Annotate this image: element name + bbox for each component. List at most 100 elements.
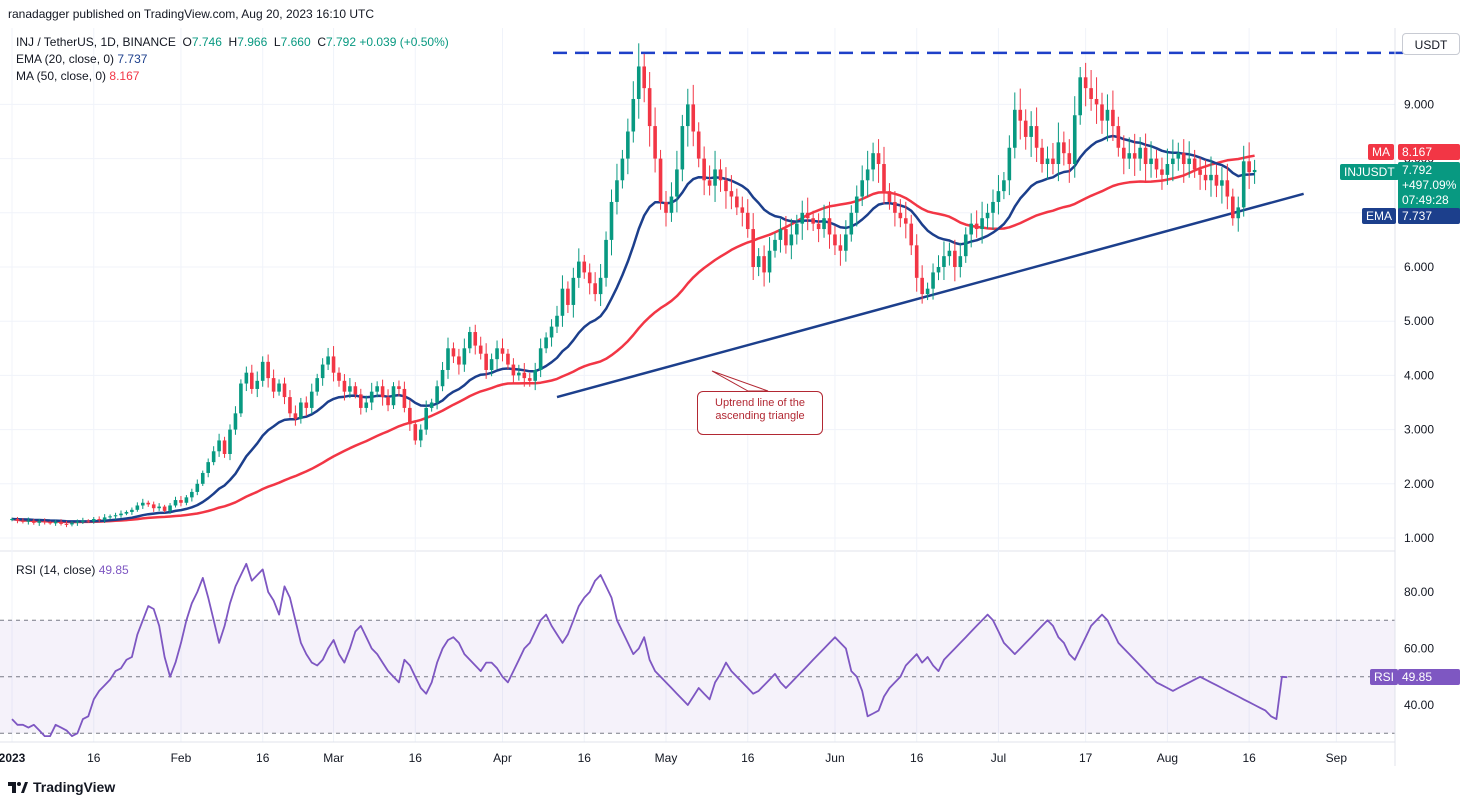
candle-down[interactable] [359,388,363,415]
candle-up[interactable] [200,470,205,486]
candle-up[interactable] [773,232,777,258]
candle-up[interactable] [277,379,281,396]
candle-up[interactable] [533,362,537,391]
candle-down[interactable] [974,210,979,238]
candle-up[interactable] [141,498,145,509]
candle-up[interactable] [985,203,990,229]
candle-down[interactable] [1062,131,1066,166]
candle-down[interactable] [48,520,52,525]
candle-up[interactable] [424,400,428,435]
candle-up[interactable] [1007,135,1012,196]
candle-up[interactable] [130,507,134,515]
candle-down[interactable] [914,234,919,292]
candle-down[interactable] [288,390,292,418]
candle-down[interactable] [593,272,597,302]
candle-up[interactable] [1165,148,1170,185]
uptrend-line[interactable] [556,192,1304,399]
candle-up[interactable] [778,218,783,253]
candle-down[interactable] [478,336,483,360]
candle-down[interactable] [451,342,456,364]
candle-down[interactable] [784,215,788,254]
candle-up[interactable] [1176,142,1181,171]
candle-down[interactable] [882,146,886,204]
candle-down[interactable] [342,374,347,401]
currency-button[interactable]: USDT [1402,33,1460,55]
candle-down[interactable] [1181,139,1186,183]
candle-up[interactable] [849,205,854,242]
candle-up[interactable] [844,220,848,262]
candle-up[interactable] [1056,122,1061,182]
candle-up[interactable] [108,514,112,520]
candle-down[interactable] [827,201,832,249]
candle-up[interactable] [615,163,619,215]
candle-up[interactable] [598,264,603,307]
candle-up[interactable] [991,189,995,230]
candle-down[interactable] [735,188,739,216]
candle-down[interactable] [32,518,36,525]
candle-up[interactable] [996,175,1001,215]
candle-up[interactable] [620,149,625,189]
candle-up[interactable] [1252,159,1257,184]
candle-down[interactable] [647,72,652,147]
candle-down[interactable] [484,343,488,379]
candle-up[interactable] [947,242,952,266]
candle-up[interactable] [53,519,58,526]
candle-up[interactable] [549,319,554,347]
candle-down[interactable] [953,239,957,282]
candle-down[interactable] [745,199,750,238]
candle-down[interactable] [179,496,183,507]
candle-up[interactable] [1072,96,1077,178]
candle-up[interactable] [440,361,445,392]
candle-up[interactable] [364,395,369,413]
candle-down[interactable] [664,191,668,227]
ema20-line[interactable] [11,134,1255,523]
candle-up[interactable] [81,517,85,524]
candle-down[interactable] [751,213,755,281]
candle-up[interactable] [260,356,265,387]
candle-up[interactable] [37,518,42,526]
candle-down[interactable] [15,516,20,524]
candle-down[interactable] [408,399,412,431]
candle-up[interactable] [255,371,260,398]
candle-up[interactable] [391,382,396,409]
candle-up[interactable] [517,364,521,381]
candle-down[interactable] [1247,142,1251,189]
candle-down[interactable] [506,348,510,370]
candle-down[interactable] [250,364,254,394]
candle-down[interactable] [522,363,527,387]
candle-up[interactable] [435,380,439,410]
candle-up[interactable] [446,337,450,379]
candle-up[interactable] [767,237,772,283]
candle-up[interactable] [113,512,118,520]
candle-down[interactable] [816,213,821,243]
candle-down[interactable] [1203,159,1208,191]
candle-down[interactable] [1160,157,1164,190]
candle-up[interactable] [135,502,140,512]
candle-down[interactable] [729,175,734,210]
candle-down[interactable] [724,167,728,209]
candle-up[interactable] [75,519,80,526]
candle-down[interactable] [582,254,587,279]
candle-down[interactable] [457,348,461,375]
candle-down[interactable] [702,146,706,196]
candle-up[interactable] [1171,139,1175,182]
candle-down[interactable] [293,405,298,426]
candle-down[interactable] [1132,133,1137,176]
candle-up[interactable] [795,214,799,245]
candle-up[interactable] [1187,141,1191,178]
candle-up[interactable] [871,142,875,182]
candle-down[interactable] [282,377,287,405]
candle-up[interactable] [1013,92,1017,159]
candle-up[interactable] [124,510,129,516]
candle-up[interactable] [680,114,685,182]
candle-down[interactable] [146,500,151,507]
candle-up[interactable] [1127,137,1132,170]
candle-up[interactable] [626,118,630,175]
candle-up[interactable] [1220,167,1224,204]
candle-down[interactable] [151,501,156,512]
candle-up[interactable] [206,458,210,478]
candle-up[interactable] [489,353,494,377]
candle-down[interactable] [1094,77,1099,124]
ma-legend-row[interactable]: MA (50, close, 0) 8.167 [16,68,449,85]
